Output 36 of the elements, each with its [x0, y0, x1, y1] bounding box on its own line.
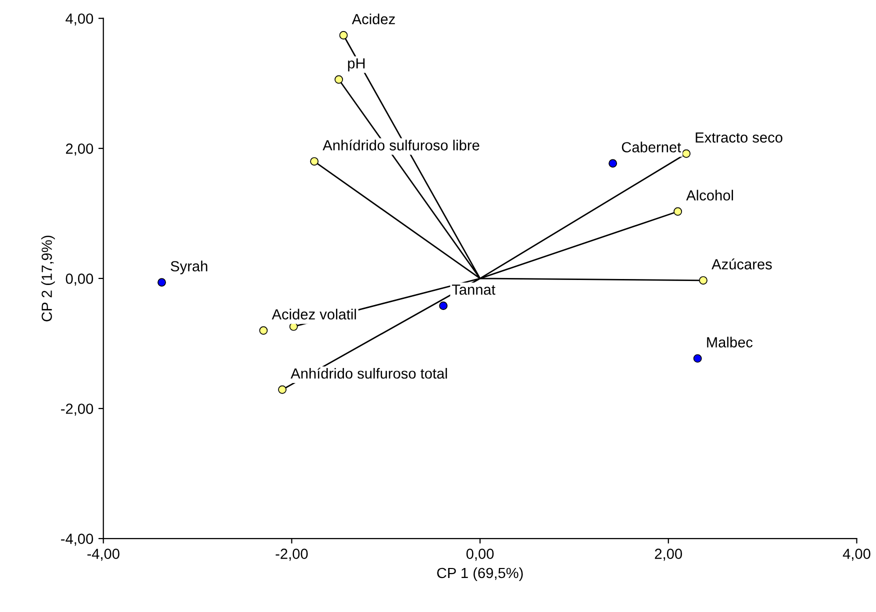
point [259, 326, 268, 335]
x-tick-label: -2,00 [276, 548, 308, 561]
y-tick-label: 4,00 [66, 13, 94, 26]
point [699, 276, 708, 285]
annotation: Azúcares [712, 258, 772, 270]
point [693, 354, 702, 363]
annotation: Tannat [452, 284, 496, 295]
point [674, 207, 682, 216]
point [608, 159, 618, 168]
annotation: Cabernet [622, 142, 682, 152]
annotation: Alcohol [686, 190, 733, 201]
annotation: Syrah [170, 260, 208, 274]
annotation: Malbec [707, 336, 753, 348]
y-axis-title: CP 2 (17,9%) [41, 236, 55, 322]
annotation: Extracto seco [696, 132, 782, 143]
y-tick-label: -4,00 [61, 534, 94, 546]
y-tick-label: 2,00 [66, 144, 94, 156]
point [278, 385, 287, 394]
annotation: Acidez volatil [272, 308, 356, 320]
annotation: Anhídrido sulfuroso libre [322, 140, 480, 150]
x-tick-label: 2,00 [654, 548, 682, 561]
point [339, 31, 348, 40]
annotation: pH [348, 58, 365, 72]
point [310, 157, 319, 166]
x-axis-title: CP 1 (69,5%) [437, 567, 523, 582]
x-tick-label: 4,00 [842, 548, 870, 561]
y-tick-label: -2,00 [61, 404, 94, 416]
x-tick-label: -4,00 [87, 548, 120, 561]
x-tick-label: 0,00 [466, 548, 494, 561]
point [682, 149, 691, 158]
annotation: Anhídrido sulfuroso total [290, 368, 447, 379]
annotation: Acidez [352, 14, 395, 24]
point [439, 302, 448, 310]
point [158, 278, 166, 287]
y-tick-label: 0,00 [66, 274, 94, 286]
point [334, 75, 344, 84]
